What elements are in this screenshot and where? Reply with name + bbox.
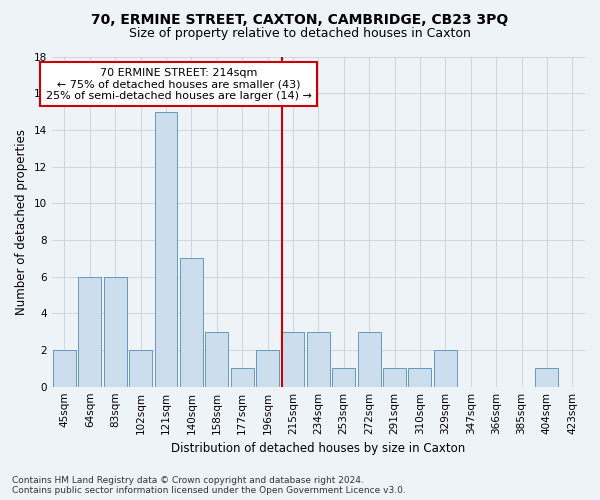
Text: 70 ERMINE STREET: 214sqm
← 75% of detached houses are smaller (43)
25% of semi-d: 70 ERMINE STREET: 214sqm ← 75% of detach… <box>46 68 311 100</box>
Bar <box>409 368 431 386</box>
Bar <box>281 332 304 386</box>
Bar <box>53 350 76 387</box>
Bar <box>180 258 203 386</box>
Text: Size of property relative to detached houses in Caxton: Size of property relative to detached ho… <box>129 28 471 40</box>
X-axis label: Distribution of detached houses by size in Caxton: Distribution of detached houses by size … <box>171 442 466 455</box>
Bar <box>383 368 406 386</box>
Text: 70, ERMINE STREET, CAXTON, CAMBRIDGE, CB23 3PQ: 70, ERMINE STREET, CAXTON, CAMBRIDGE, CB… <box>91 12 509 26</box>
Bar <box>155 112 178 386</box>
Text: Contains HM Land Registry data © Crown copyright and database right 2024.
Contai: Contains HM Land Registry data © Crown c… <box>12 476 406 495</box>
Bar <box>79 276 101 386</box>
Bar <box>332 368 355 386</box>
Bar <box>307 332 330 386</box>
Bar <box>231 368 254 386</box>
Bar <box>535 368 559 386</box>
Bar <box>205 332 228 386</box>
Bar <box>358 332 380 386</box>
Bar <box>129 350 152 387</box>
Y-axis label: Number of detached properties: Number of detached properties <box>15 128 28 314</box>
Bar <box>256 350 279 387</box>
Bar <box>434 350 457 387</box>
Bar <box>104 276 127 386</box>
